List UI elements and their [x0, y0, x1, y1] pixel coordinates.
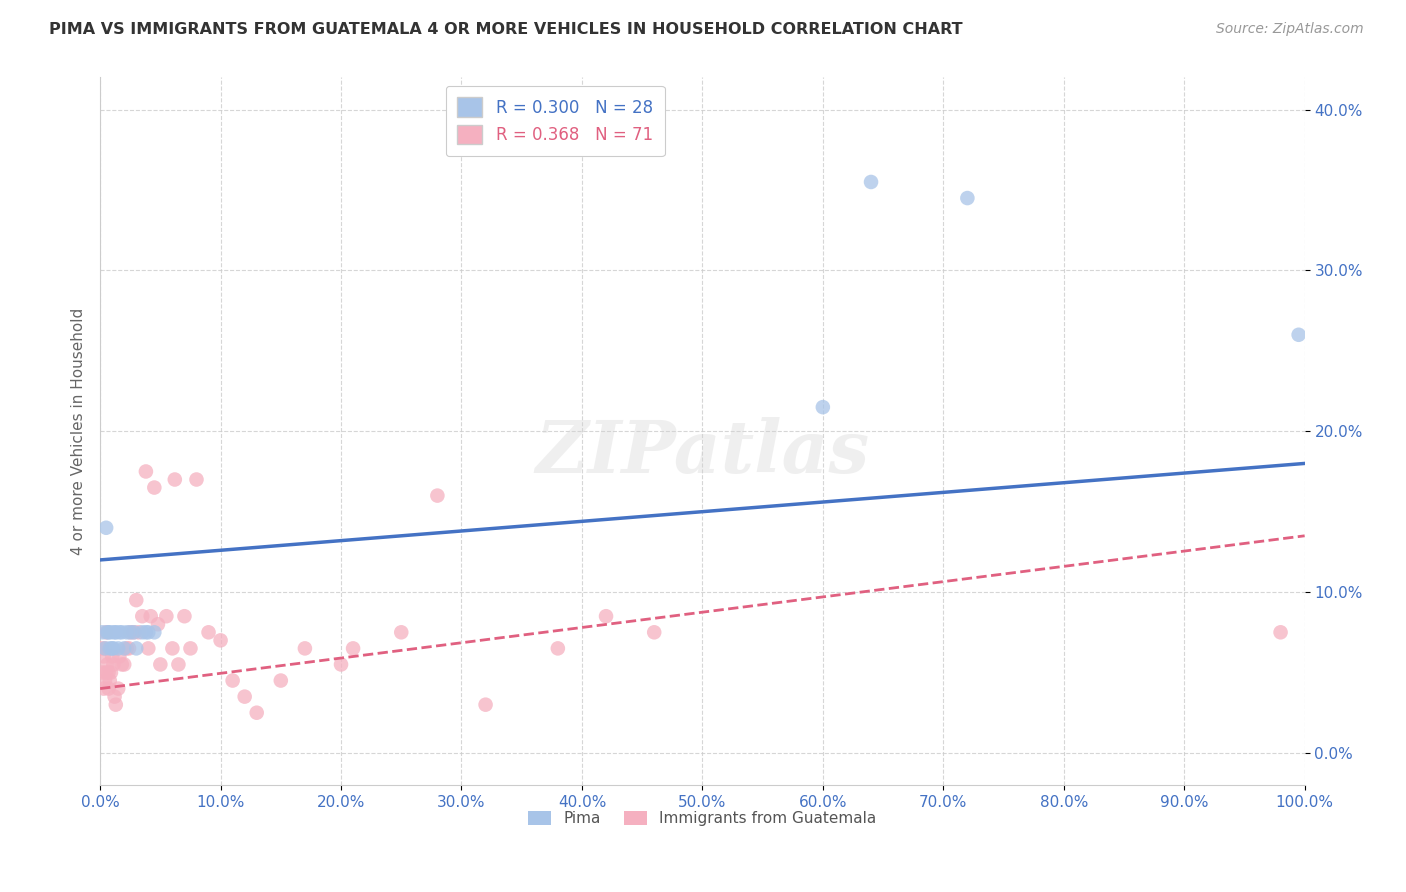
Point: [122, 625, 145, 640]
Point: [104, 625, 127, 640]
Point: [111, 625, 134, 640]
Point: [120, 625, 142, 640]
Point: [112, 657, 135, 672]
Point: [270, 673, 292, 688]
Point: [811, 400, 834, 414]
Point: [186, 473, 208, 487]
Point: [155, 609, 177, 624]
Point: [94, 673, 117, 688]
Point: [96, 625, 118, 640]
Point: [860, 175, 883, 189]
Point: [107, 641, 129, 656]
Point: [426, 489, 449, 503]
Point: [294, 641, 316, 656]
Point: [1270, 625, 1292, 640]
Point: [115, 625, 138, 640]
Text: PIMA VS IMMIGRANTS FROM GUATEMALA 4 OR MORE VEHICLES IN HOUSEHOLD CORRELATION CH: PIMA VS IMMIGRANTS FROM GUATEMALA 4 OR M…: [49, 22, 963, 37]
Point: [101, 649, 124, 664]
Point: [94, 641, 117, 656]
Point: [128, 625, 150, 640]
Point: [103, 690, 125, 704]
Point: [146, 617, 169, 632]
Point: [173, 609, 195, 624]
Point: [136, 625, 159, 640]
Point: [122, 625, 145, 640]
Point: [107, 681, 129, 696]
Point: [221, 673, 243, 688]
Point: [233, 690, 256, 704]
Point: [167, 657, 190, 672]
Point: [97, 665, 120, 680]
Point: [139, 609, 162, 624]
Point: [98, 673, 121, 688]
Point: [136, 641, 159, 656]
Point: [108, 625, 131, 640]
Point: [101, 641, 124, 656]
Point: [131, 609, 153, 624]
Point: [100, 625, 122, 640]
Point: [125, 641, 148, 656]
Point: [91, 625, 114, 640]
Point: [97, 625, 120, 640]
Point: [120, 625, 142, 640]
Point: [94, 521, 117, 535]
Point: [93, 649, 115, 664]
Text: Source: ZipAtlas.com: Source: ZipAtlas.com: [1216, 22, 1364, 37]
Point: [111, 657, 134, 672]
Point: [115, 641, 138, 656]
Point: [94, 641, 117, 656]
Point: [162, 641, 184, 656]
Point: [135, 465, 157, 479]
Legend: Pima, Immigrants from Guatemala: Pima, Immigrants from Guatemala: [520, 804, 884, 834]
Point: [143, 481, 166, 495]
Point: [98, 641, 121, 656]
Point: [93, 681, 115, 696]
Point: [125, 593, 148, 607]
Point: [103, 641, 125, 656]
Point: [149, 657, 172, 672]
Point: [94, 665, 117, 680]
Y-axis label: 4 or more Vehicles in Household: 4 or more Vehicles in Household: [72, 308, 86, 555]
Point: [1288, 327, 1310, 342]
Point: [112, 641, 135, 656]
Point: [643, 625, 665, 640]
Point: [179, 641, 201, 656]
Point: [163, 473, 186, 487]
Point: [389, 625, 412, 640]
Point: [135, 625, 157, 640]
Point: [246, 706, 269, 720]
Point: [956, 191, 979, 205]
Point: [118, 641, 141, 656]
Point: [547, 641, 569, 656]
Point: [103, 657, 125, 672]
Point: [342, 641, 364, 656]
Point: [143, 625, 166, 640]
Point: [94, 625, 117, 640]
Text: ZIPatlas: ZIPatlas: [536, 417, 869, 488]
Point: [595, 609, 617, 624]
Point: [90, 641, 112, 656]
Point: [474, 698, 496, 712]
Point: [209, 633, 232, 648]
Point: [91, 665, 114, 680]
Point: [97, 681, 120, 696]
Point: [103, 625, 125, 640]
Point: [100, 665, 122, 680]
Point: [108, 649, 131, 664]
Point: [104, 698, 127, 712]
Point: [131, 625, 153, 640]
Point: [197, 625, 219, 640]
Point: [96, 657, 118, 672]
Point: [330, 657, 353, 672]
